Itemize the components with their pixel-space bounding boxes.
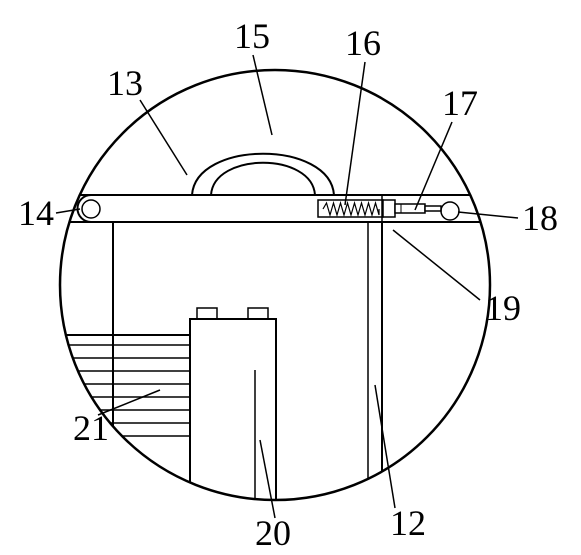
callout-label-n17: 17 bbox=[442, 83, 478, 123]
callout-label-n21: 21 bbox=[73, 408, 109, 448]
callout-label-n19: 19 bbox=[485, 288, 521, 328]
callout-label-n14: 14 bbox=[18, 193, 54, 233]
leader-line-n12 bbox=[375, 385, 395, 508]
leader-line-n20 bbox=[260, 440, 275, 518]
leader-line-n14 bbox=[56, 209, 80, 213]
callout-label-n12: 12 bbox=[390, 503, 426, 543]
leader-line-n18 bbox=[458, 212, 518, 218]
leader-line-n19 bbox=[393, 230, 480, 300]
technical-diagram: 15 13 14 16 17 18 19 12 20 21 bbox=[0, 0, 581, 555]
callout-label-n15: 15 bbox=[234, 16, 270, 56]
callout-label-n18: 18 bbox=[522, 198, 558, 238]
callout-label-n13: 13 bbox=[107, 63, 143, 103]
callout-label-n16: 16 bbox=[345, 23, 381, 63]
leader-line-n17 bbox=[415, 122, 452, 210]
leader-line-n15 bbox=[253, 55, 272, 135]
leader-line-n13 bbox=[140, 100, 187, 175]
callout-label-n20: 20 bbox=[255, 513, 291, 553]
